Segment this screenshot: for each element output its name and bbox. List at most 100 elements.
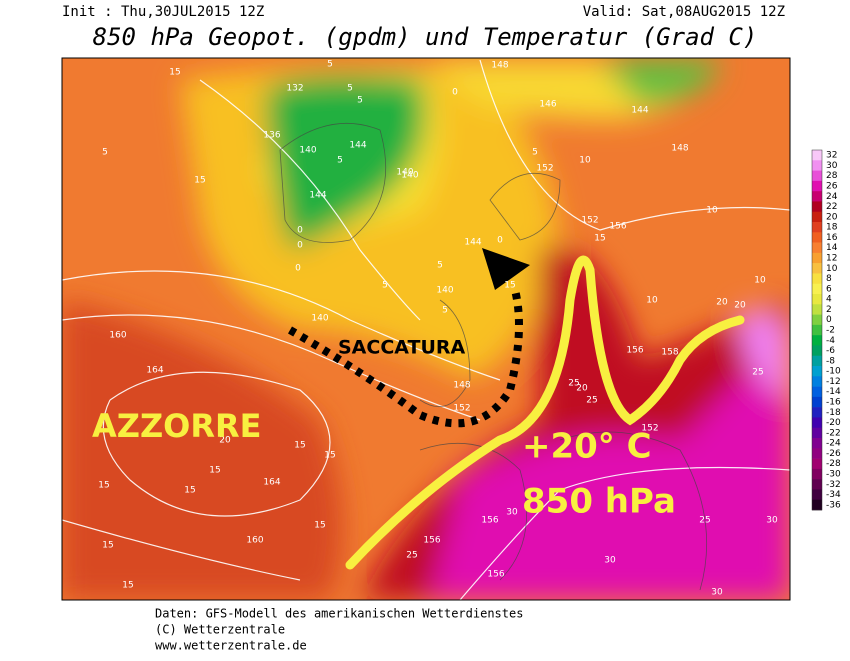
scale-cell [812,427,822,439]
contour-label: 30 [711,588,723,598]
scale-label: 8 [826,274,832,284]
contour-label: 15 [209,466,220,476]
scale-cell [812,242,822,254]
scale-cell [812,150,822,161]
scale-cell [812,222,822,233]
scale-label: -36 [826,500,841,510]
scale-label: -32 [826,480,841,490]
scale-label: 6 [826,284,832,294]
contours [62,59,790,600]
scale-cell [812,324,822,336]
contour-label: 140 [436,286,453,296]
contour-label: 144 [309,191,326,201]
scale-label: 22 [826,202,837,212]
scale-cell [812,170,822,182]
scale-cell [812,489,822,501]
contour-label: 164 [146,366,163,376]
contour-label: 15 [169,68,180,78]
contour-label: 136 [263,131,280,141]
contour-label: 156 [423,536,440,546]
scale-label: -24 [826,439,841,449]
scale-cell [812,201,822,213]
scale-cell [812,345,822,357]
contour-label: 144 [631,106,648,116]
contour-label: 5 [442,306,448,316]
scale-label: -34 [826,490,841,500]
temperature-label: +20° C [522,427,652,467]
contour-label: 25 [406,551,417,561]
scale-cell [812,386,822,398]
scale-cell [812,448,822,459]
contour-label: 160 [246,536,263,546]
scale-cell [812,335,822,346]
contour-label: 15 [594,234,605,244]
contour-label: 140 [401,171,418,181]
scale-cell [812,211,822,223]
contour-label: 146 [539,100,556,110]
map-frame [61,57,791,601]
scale-label: -10 [826,367,841,377]
contour-label: 10 [706,206,718,216]
footer-url: www.wetterzentrale.de [155,639,307,653]
scale-cell [812,407,822,418]
contour-label: 148 [453,381,470,391]
scale-label: -4 [826,336,835,346]
level-label: 850 hPa [522,482,676,522]
scale-cell [812,479,822,490]
scale-label: 12 [826,254,837,264]
contour-label: 15 [122,581,133,591]
contour-label: 25 [752,368,763,378]
contour-label: 148 [671,144,688,154]
coastlines [279,122,708,591]
contour-label: 152 [453,404,470,414]
contour-label: 156 [609,222,626,232]
contour-label: 25 [586,396,597,406]
contour-label: 25 [699,516,710,526]
contour-label: 152 [641,424,658,434]
contour-label: 140 [311,314,328,324]
contour-label: 10 [646,296,658,306]
contour-label: 30 [766,516,778,526]
scale-label: -26 [826,449,841,459]
scale-label: 4 [826,295,832,305]
contour-label: 152 [581,216,598,226]
scale-cell [812,283,822,295]
contour-label: 144 [464,238,481,248]
scale-label: 30 [826,161,838,171]
scale-label: -16 [826,398,841,408]
scale-label: -8 [826,356,835,366]
scale-cell [812,366,822,377]
contour-label: 5 [337,156,343,166]
color-scale: 32302826242220181614121086420-2-4-6-8-10… [811,149,841,510]
contour-label: 158 [661,348,678,358]
init-time: Init : Thu,30JUL2015 12Z [62,4,264,20]
scale-label: 14 [826,243,838,253]
scale-cell [812,396,822,408]
scale-label: -2 [826,326,835,336]
trough-axis [288,289,523,428]
valid-time: Valid: Sat,08AUG2015 12Z [583,4,785,20]
contour-label: 140 [396,168,413,178]
contour-label: 156 [481,516,498,526]
scale-label: 20 [826,212,838,222]
scale-label: -22 [826,428,841,438]
warm-front-line [345,255,745,570]
scale-cell [812,458,822,470]
scale-cell [812,417,822,429]
contour-label: 15 [98,481,109,491]
scale-cell [812,232,822,243]
contour-label: 152 [536,164,553,174]
scale-label: 16 [826,233,838,243]
contour-label: 0 [297,226,303,236]
footer-copyright: (C) Wetterzentrale [155,623,285,637]
contour-label: 148 [491,61,508,71]
scale-label: -18 [826,408,841,418]
scale-cell [812,355,822,367]
contour-label: 5 [102,148,108,158]
contour-label: 5 [347,84,353,94]
contour-label: 20 [734,301,746,311]
contour-label: 15 [184,486,195,496]
scale-label: -30 [826,470,841,480]
azzorre-label: AZZORRE [92,407,262,445]
